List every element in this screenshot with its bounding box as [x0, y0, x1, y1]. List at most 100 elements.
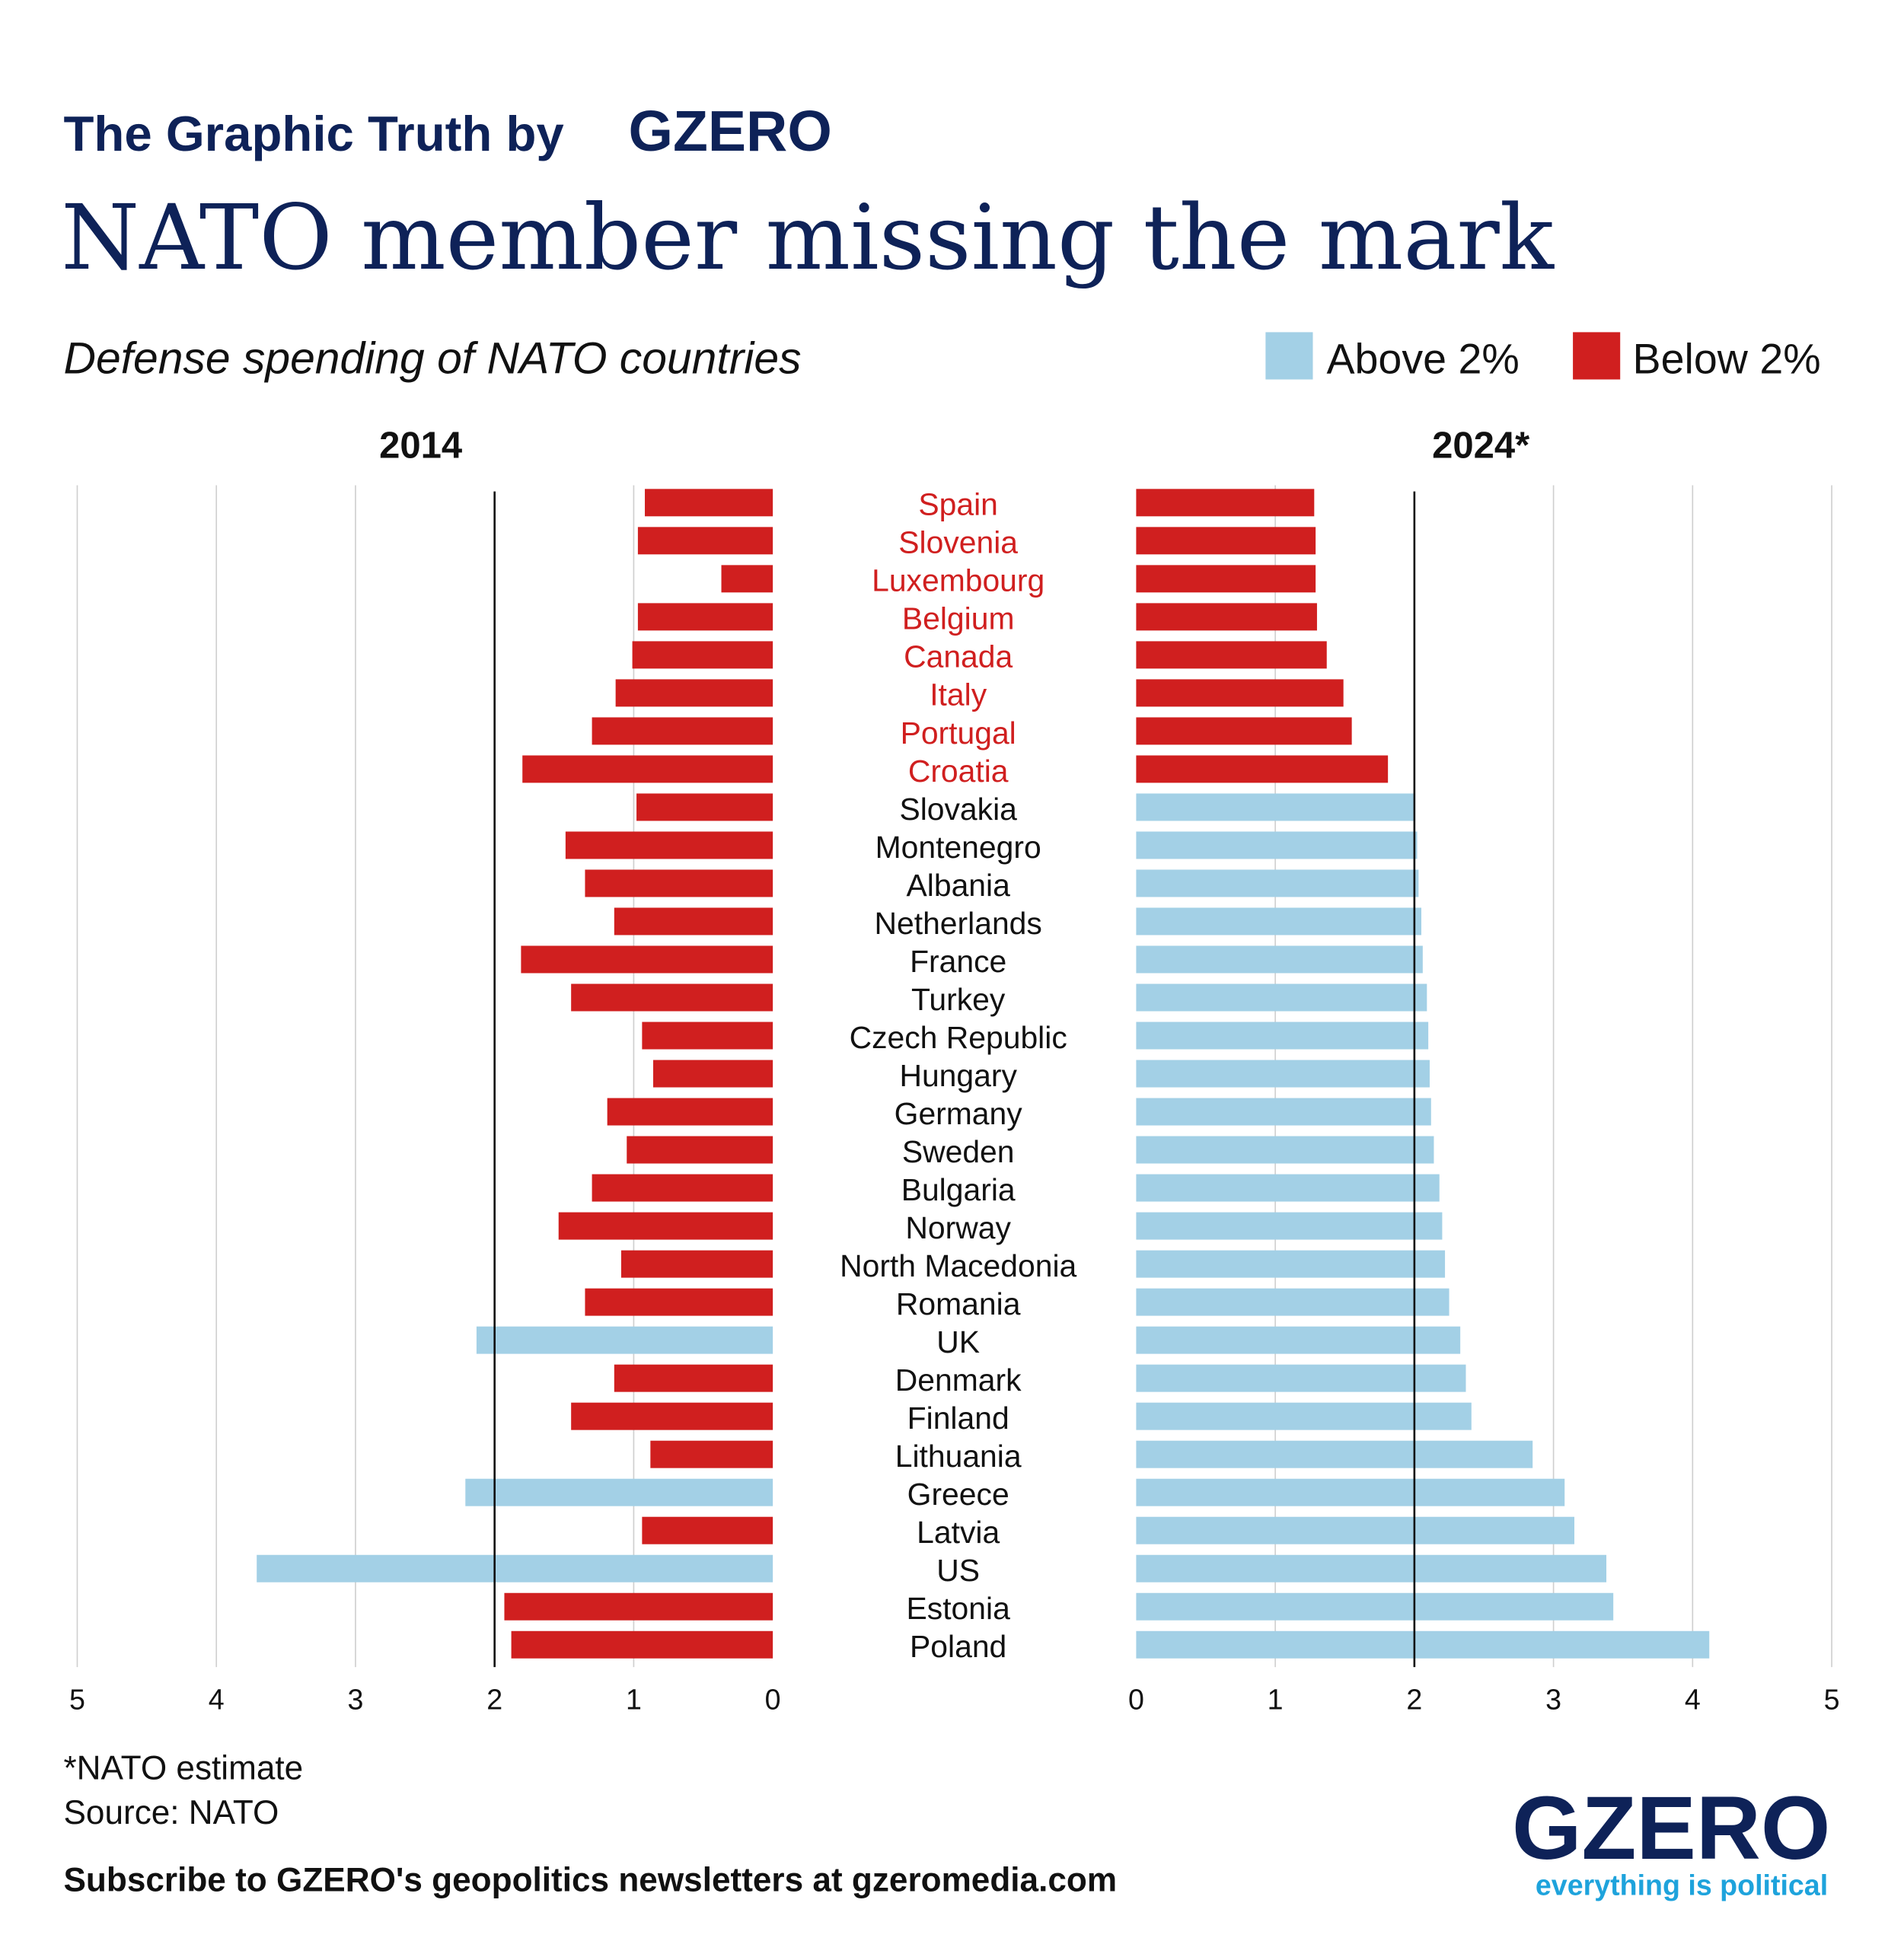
bar-2014-bulgaria	[592, 1174, 773, 1202]
country-label: Portugal	[901, 716, 1016, 751]
country-label: Germany	[895, 1096, 1023, 1131]
tick-label: 2	[486, 1684, 502, 1716]
bar-2024-latvia	[1136, 1516, 1575, 1544]
bar-2024-uk	[1136, 1326, 1461, 1354]
country-label: Sweden	[902, 1134, 1015, 1169]
country-label: France	[910, 944, 1006, 979]
bar-2024-us	[1136, 1554, 1607, 1582]
country-label: Slovenia	[898, 525, 1018, 560]
bar-2014-slovenia	[637, 527, 773, 555]
bar-2014-uk	[476, 1326, 773, 1354]
country-label: Spain	[918, 487, 998, 522]
bar-2014-finland	[571, 1402, 773, 1430]
bar-2024-portugal	[1136, 717, 1352, 745]
country-label: Romania	[896, 1286, 1021, 1321]
source: Source: NATO	[63, 1794, 279, 1831]
bar-2024-greece	[1136, 1478, 1565, 1506]
tick-label: 5	[69, 1684, 85, 1716]
bar-2024-netherlands	[1136, 907, 1422, 935]
country-label: Turkey	[911, 982, 1006, 1017]
bar-2014-estonia	[504, 1592, 773, 1621]
bar-2014-hungary	[652, 1060, 773, 1088]
country-label: Netherlands	[875, 906, 1042, 941]
bar-2024-sweden	[1136, 1136, 1434, 1164]
bar-2014-greece	[465, 1478, 773, 1506]
bar-2014-luxembourg	[721, 565, 773, 593]
tick-label: 1	[626, 1684, 642, 1716]
bar-2024-romania	[1136, 1288, 1450, 1316]
bar-2014-france	[521, 945, 773, 974]
tick-label: 3	[1545, 1684, 1561, 1716]
bar-2024-montenegro	[1136, 831, 1418, 859]
bar-2024-spain	[1136, 489, 1315, 517]
bar-2024-lithuania	[1136, 1440, 1533, 1468]
bar-2024-albania	[1136, 869, 1419, 897]
bar-2024-estonia	[1136, 1592, 1614, 1621]
country-label: UK	[936, 1324, 980, 1359]
subscribe-cta[interactable]: Subscribe to GZERO's geopolitics newslet…	[63, 1861, 1117, 1898]
bar-2024-turkey	[1136, 983, 1427, 1012]
page-title: NATO member missing the mark	[61, 186, 1555, 290]
country-label: Latvia	[917, 1515, 1000, 1550]
country-label: Hungary	[899, 1058, 1017, 1093]
bar-2014-albania	[585, 869, 773, 897]
bar-2014-turkey	[571, 983, 773, 1012]
tick-label: 0	[765, 1684, 781, 1716]
bar-2024-croatia	[1136, 755, 1389, 783]
country-label: Denmark	[895, 1363, 1022, 1398]
country-label: Slovakia	[899, 792, 1017, 827]
legend-label-below: Below 2%	[1633, 335, 1821, 382]
subtitle: Defense spending of NATO countries	[63, 333, 801, 383]
panel-title-2014: 2014	[379, 425, 462, 466]
country-label: Croatia	[908, 754, 1009, 789]
country-label: Finland	[907, 1401, 1009, 1436]
bar-2014-us	[257, 1554, 773, 1582]
tick-label: 2	[1406, 1684, 1422, 1716]
bar-2014-netherlands	[614, 907, 773, 935]
kicker: The Graphic Truth by	[63, 106, 563, 161]
bar-2024-canada	[1136, 641, 1327, 669]
legend-label-above: Above 2%	[1326, 335, 1519, 382]
tick-label: 4	[1685, 1684, 1701, 1716]
bar-2014-sweden	[627, 1136, 773, 1164]
country-label: Estonia	[907, 1591, 1011, 1626]
bar-2014-norway	[558, 1212, 773, 1240]
bar-2014-latvia	[642, 1516, 773, 1544]
country-label: Montenegro	[875, 830, 1041, 865]
bar-2024-slovenia	[1136, 527, 1316, 555]
bar-2024-hungary	[1136, 1060, 1430, 1088]
bar-2024-finland	[1136, 1402, 1472, 1430]
bar-2024-slovakia	[1136, 793, 1414, 821]
bar-2024-czech-republic	[1136, 1022, 1429, 1050]
gzero-tagline: everything is political	[1536, 1869, 1828, 1901]
bar-2014-canada	[632, 641, 773, 669]
bar-2024-poland	[1136, 1630, 1710, 1659]
footnote: *NATO estimate	[63, 1749, 303, 1786]
country-label: Norway	[905, 1210, 1011, 1245]
country-label: Greece	[907, 1477, 1009, 1512]
bar-2014-belgium	[637, 603, 773, 631]
tick-label: 0	[1128, 1684, 1144, 1716]
country-label: Poland	[910, 1629, 1006, 1664]
bar-2014-montenegro	[565, 831, 773, 859]
bar-2024-italy	[1136, 679, 1344, 707]
bar-2024-germany	[1136, 1098, 1431, 1126]
bar-2024-luxembourg	[1136, 565, 1316, 593]
bar-2024-france	[1136, 945, 1423, 974]
gzero-logo: GZERO	[1512, 1777, 1830, 1878]
country-label: Czech Republic	[850, 1020, 1067, 1055]
bar-2014-croatia	[522, 755, 773, 783]
bar-2014-romania	[585, 1288, 773, 1316]
tick-label: 5	[1824, 1684, 1840, 1716]
legend-swatch-below	[1573, 332, 1621, 380]
bar-2014-spain	[645, 489, 773, 517]
kicker-brand-logo: GZERO	[629, 99, 832, 163]
country-label: Lithuania	[895, 1439, 1022, 1474]
country-label: Bulgaria	[901, 1172, 1016, 1207]
bar-2014-germany	[607, 1098, 773, 1126]
country-label: North Macedonia	[840, 1248, 1076, 1283]
legend-swatch-above	[1265, 332, 1313, 380]
country-label: Luxembourg	[872, 563, 1044, 598]
bar-2014-denmark	[614, 1364, 773, 1392]
